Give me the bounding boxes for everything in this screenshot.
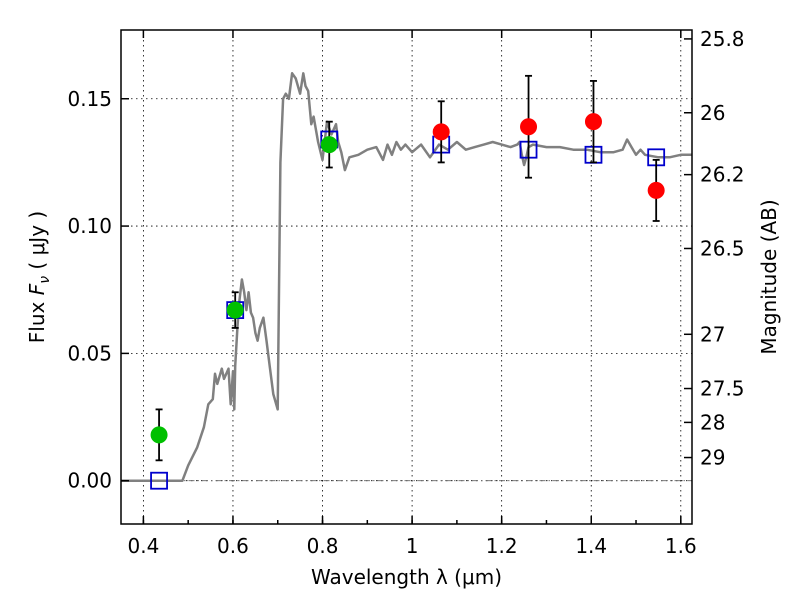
- y2-tick-label: 28: [700, 410, 725, 434]
- x-tick-label: 1.6: [665, 534, 697, 558]
- spectrum-line: [121, 72, 692, 482]
- plot-frame: [120, 29, 693, 525]
- data-point: [226, 301, 244, 319]
- y-tick-label: 0.00: [67, 469, 112, 493]
- data-point: [320, 136, 338, 154]
- x-tick-label: 0.4: [127, 534, 159, 558]
- data-point: [520, 118, 538, 136]
- x-tick-label: 1: [406, 534, 419, 558]
- y2-tick-label: 29: [700, 446, 725, 470]
- x-tick-label: 1.2: [486, 534, 518, 558]
- y-axis-left: 0.00 0.05 0.10 0.15: [67, 87, 129, 493]
- x-tick-label: 0.6: [217, 534, 249, 558]
- y2-axis-label: Magnitude (AB): [757, 199, 781, 354]
- y2-tick-label: 26.2: [700, 163, 745, 187]
- data-point: [647, 181, 665, 199]
- grid: [121, 30, 692, 524]
- y2-tick-label: 27: [700, 322, 725, 346]
- y-axis-right: 25.8 26 26.2 26.5 27 27.5 28 29: [684, 27, 745, 470]
- y-axis-label: Flux Fν ( μJy ): [25, 211, 53, 343]
- x-axis: 0.4 0.6 0.8 1 1.2 1.4 1.6: [127, 30, 697, 558]
- y2-tick-label: 26.5: [700, 236, 745, 260]
- model-square-marker: [150, 471, 168, 490]
- y-tick-label: 0.05: [67, 341, 112, 365]
- x-axis-label: Wavelength λ (μm): [311, 565, 502, 589]
- plot-area: [121, 72, 692, 490]
- data-point: [150, 426, 168, 444]
- y2-tick-label: 26: [700, 101, 725, 125]
- x-tick-label: 0.8: [307, 534, 339, 558]
- x-tick-label: 1.4: [575, 534, 607, 558]
- y2-tick-label: 25.8: [700, 27, 745, 51]
- y-tick-label: 0.10: [67, 214, 112, 238]
- y2-tick-label: 27.5: [700, 377, 745, 401]
- data-point: [584, 113, 602, 131]
- data-point: [432, 123, 450, 141]
- y-tick-label: 0.15: [67, 87, 112, 111]
